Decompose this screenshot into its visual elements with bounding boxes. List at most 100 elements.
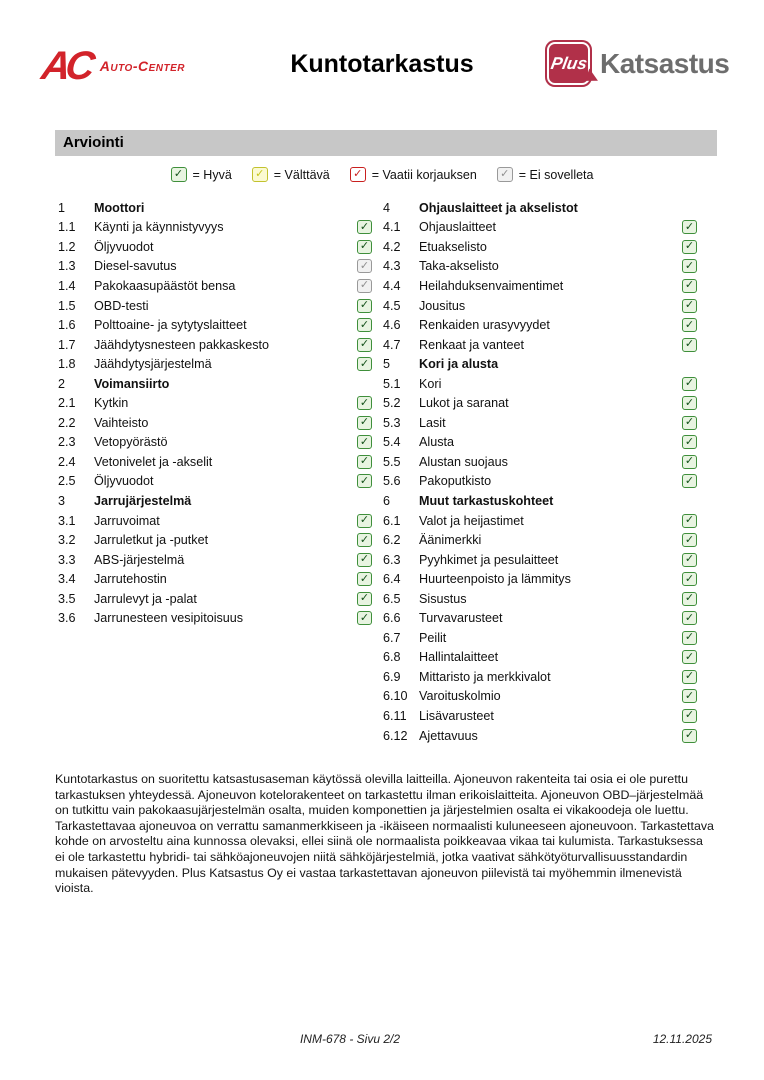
item-number: 5.4 — [383, 435, 401, 450]
item-label: Etuakselisto — [419, 239, 487, 254]
check-icon: ✓ — [684, 454, 695, 468]
checkbox-good: ✓ — [357, 611, 372, 626]
checkbox-good: ✓ — [682, 650, 697, 665]
item-label: Jarruletkut ja -putket — [94, 533, 209, 548]
item-label: Ohjauslaitteet ja akselistot — [419, 200, 578, 215]
item-label: Kori ja alusta — [419, 357, 499, 372]
footer-date: 12.11.2025 — [652, 1032, 712, 1046]
item-label: Jarrunesteen vesipitoisuus — [94, 611, 244, 626]
section-row: 5 Kori ja alusta — [383, 354, 697, 374]
checkbox-na: ✓ — [357, 278, 372, 293]
checklist-row: 3.5 Jarrulevyt ja -palat ✓ — [58, 589, 372, 609]
legend-label: = Välttävä — [273, 167, 330, 182]
checkbox-good: ✓ — [682, 376, 697, 391]
item-label: Hallintalaitteet — [419, 650, 499, 665]
check-icon: ✓ — [359, 473, 370, 487]
checklist-row: 6.12 Ajettavuus ✓ — [383, 726, 697, 746]
legend-label: = Vaatii korjauksen — [371, 167, 477, 182]
item-label: Turvavarusteet — [419, 611, 503, 626]
legend-item-fair: ✓ = Välttävä — [251, 167, 330, 182]
section-header-arviointi: Arviointi — [55, 130, 717, 156]
check-icon: ✓ — [684, 728, 695, 742]
item-label: Jarrutehostin — [94, 572, 167, 587]
item-number: 6.6 — [383, 611, 401, 626]
checklist-row: 6.9 Mittaristo ja merkkivalot ✓ — [383, 667, 697, 687]
checklist-row: 1.5 OBD-testi ✓ — [58, 296, 372, 316]
item-number: 6.9 — [383, 669, 401, 684]
item-label: OBD-testi — [94, 298, 149, 313]
checklist-right-column: 4 Ohjauslaitteet ja akselistot 4.1 Ohjausla… — [383, 198, 697, 745]
check-icon: ✓ — [500, 167, 510, 180]
item-number: 6.7 — [383, 630, 401, 645]
checkbox-good: ✓ — [357, 239, 372, 254]
checkbox-na: ✓ — [496, 167, 513, 182]
checkbox-good: ✓ — [682, 532, 697, 548]
checkbox-good: ✓ — [682, 219, 697, 235]
item-number: 4.1 — [383, 220, 401, 235]
check-icon: ✓ — [684, 219, 695, 233]
item-number: 1.7 — [58, 337, 76, 352]
item-number: 6.12 — [383, 728, 408, 743]
checkbox-good: ✓ — [357, 357, 372, 372]
checklist-row: 5.6 Pakoputkisto ✓ — [383, 472, 697, 492]
item-number: 2 — [58, 376, 66, 391]
check-icon: ✓ — [684, 473, 695, 487]
checklist-row: 1.1 Käynti ja käynnistyvyys ✓ — [58, 218, 372, 238]
check-icon: ✓ — [684, 513, 695, 527]
checklist-row: 6.6 Turvavarusteet ✓ — [383, 608, 697, 628]
item-label: Jarrujärjestelmä — [94, 493, 192, 508]
item-number: 4.7 — [383, 337, 401, 352]
check-icon: ✓ — [359, 415, 370, 429]
checklist-row: 6.11 Lisävarusteet ✓ — [383, 706, 697, 726]
checklist-row: 2.2 Vaihteisto ✓ — [58, 413, 372, 433]
item-number: 5.1 — [383, 376, 401, 391]
item-label: Diesel-savutus — [94, 259, 177, 274]
item-label: Öljyvuodot — [94, 474, 154, 489]
item-label: Lasit — [419, 415, 446, 430]
item-number: 1 — [58, 200, 66, 215]
check-icon: ✓ — [684, 298, 695, 311]
item-label: ABS-järjestelmä — [94, 552, 185, 567]
checklist-row: 2.1 Kytkin ✓ — [58, 393, 372, 413]
checkbox-fair: ✓ — [251, 167, 268, 182]
check-icon: ✓ — [684, 239, 695, 253]
checklist-row: 6.4 Huurteenpoisto ja lämmitys ✓ — [383, 569, 697, 589]
item-number: 6.2 — [383, 533, 401, 548]
item-label: Jarrulevyt ja -palat — [94, 591, 197, 606]
check-icon: ✓ — [173, 167, 184, 180]
disclaimer-text: Kuntotarkastus on suoritettu katsastusas… — [55, 772, 714, 896]
item-number: 4.2 — [383, 239, 401, 254]
checklist-row: 1.7 Jäähdytysnesteen pakkaskesto ✓ — [58, 335, 372, 355]
checklist-row: 5.4 Alusta ✓ — [383, 433, 697, 453]
check-icon: ✓ — [353, 167, 363, 180]
item-number: 5.6 — [383, 474, 401, 489]
check-icon: ✓ — [359, 337, 370, 351]
checkbox-good: ✓ — [357, 572, 372, 587]
checklist-row: 5.1 Kori ✓ — [383, 374, 697, 394]
plus-badge-icon: Plus — [545, 40, 601, 87]
checkbox-good: ✓ — [682, 591, 697, 606]
check-icon: ✓ — [684, 415, 695, 429]
item-number: 6.4 — [383, 572, 401, 587]
item-label: Lukot ja saranat — [419, 396, 509, 411]
check-icon: ✓ — [684, 610, 695, 624]
checklist-row: 1.2 Öljyvuodot ✓ — [58, 237, 372, 257]
checklist-row: 6.5 Sisustus ✓ — [383, 589, 697, 609]
checklist-row: 6.1 Valot ja heijastimet ✓ — [383, 511, 697, 531]
check-icon: ✓ — [684, 278, 695, 292]
auto-center-logo: AC Auto-Center — [39, 44, 185, 88]
item-label: Polttoaine- ja sytytyslaitteet — [94, 318, 247, 333]
plus-katsastus-logo: Plus Katsastus — [545, 40, 730, 87]
checklist-row: 4.6 Renkaiden urasyvyydet ✓ — [383, 315, 697, 335]
checklist-row: 1.4 Pakokaasupäästöt bensa ✓ — [58, 276, 372, 296]
check-icon: ✓ — [359, 239, 370, 253]
checkbox-good: ✓ — [357, 318, 372, 333]
checklist-row: 1.8 Jäähdytysjärjestelmä ✓ — [58, 354, 372, 374]
checklist-row: 4.3 Taka-akselisto ✓ — [383, 257, 697, 277]
auto-center-logo-text: Auto-Center — [99, 58, 185, 74]
check-icon: ✓ — [684, 532, 695, 546]
checklist-row: 2.5 Öljyvuodot ✓ — [58, 472, 372, 492]
check-icon: ✓ — [359, 278, 370, 292]
item-label: Jousitus — [419, 298, 466, 313]
item-label: Valot ja heijastimet — [419, 513, 524, 528]
